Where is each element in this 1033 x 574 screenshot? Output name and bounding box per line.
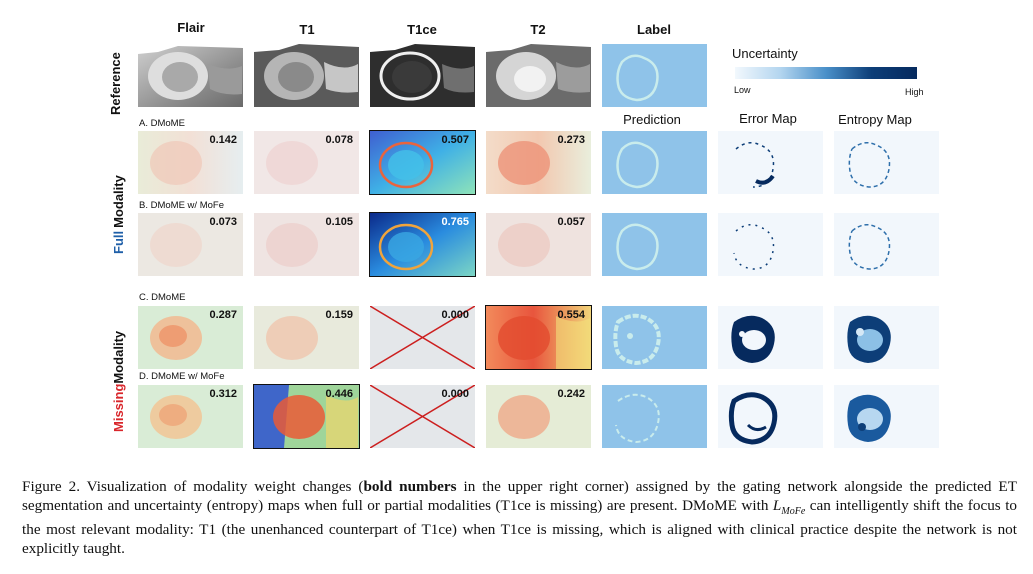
row-b-t1ce-heatmap: 0.765: [369, 212, 476, 277]
row-c-prediction: [602, 306, 707, 369]
subhead-error-map: Error Map: [739, 111, 797, 126]
caption-part3: can intelligently shift the focus to the…: [22, 496, 1018, 557]
caption-math-base: L: [772, 496, 782, 514]
weight-value: 0.273: [557, 134, 585, 146]
weight-value: 0.057: [557, 216, 585, 228]
row-d-t2-heatmap: 0.242: [486, 385, 591, 448]
side-label-full: Full Modality: [111, 175, 126, 254]
row-c-t1-heatmap: 0.159: [254, 306, 359, 369]
caption-part2: in the upper right corner) assigned by t…: [22, 478, 1017, 514]
row-label-c: C. DMoME: [139, 292, 186, 303]
legend-title: Uncertainty: [732, 46, 798, 61]
weight-value: 0.287: [209, 309, 237, 321]
row-b-flair-heatmap: 0.073: [138, 213, 243, 276]
row-d-entropy-map: [834, 385, 939, 448]
weight-value: 0.142: [209, 134, 237, 146]
row-c-flair-heatmap: 0.287: [138, 306, 243, 369]
reference-t2-image: [486, 44, 591, 107]
row-c-entropy-map: [834, 306, 939, 369]
weight-value: 0.000: [441, 309, 469, 321]
row-b-prediction: [602, 213, 707, 276]
row-c-t2-heatmap: 0.554: [485, 305, 592, 370]
row-a-t1ce-heatmap: 0.507: [369, 130, 476, 195]
col-head-flair: Flair: [177, 20, 205, 35]
caption-bold: bold numbers: [363, 478, 457, 495]
col-head-t2: T2: [530, 22, 546, 37]
side-label-missing-modality: Modality: [111, 330, 126, 384]
col-head-label: Label: [637, 22, 671, 37]
row-d-t1-heatmap: 0.446: [253, 384, 360, 449]
reference-t1-image: [254, 44, 359, 107]
side-label-full-modality: Modality: [111, 175, 126, 228]
side-label-full-word: Full: [111, 230, 126, 254]
weight-value: 0.078: [325, 134, 353, 146]
col-head-t1: T1: [299, 22, 315, 37]
weight-value: 0.242: [557, 388, 585, 400]
row-d-t1ce-missing: 0.000: [370, 385, 475, 448]
caption-math-sub: MoFe: [781, 505, 806, 517]
row-b-t1-heatmap: 0.105: [254, 213, 359, 276]
caption-part1: Figure 2. Visualization of modality weig…: [22, 478, 364, 495]
row-label-d: D. DMoME w/ MoFe: [139, 371, 225, 382]
reference-t1ce-image: [370, 44, 475, 107]
row-label-a: A. DMoME: [139, 118, 185, 129]
weight-value: 0.507: [441, 134, 469, 146]
side-label-reference: Reference: [108, 52, 123, 115]
weight-value: 0.312: [209, 388, 237, 400]
caption-math: LMoFe: [772, 496, 806, 517]
row-c-t1ce-missing: 0.000: [370, 306, 475, 369]
row-a-flair-heatmap: 0.142: [138, 131, 243, 194]
side-label-missing-word: Missing: [111, 383, 126, 432]
row-a-entropy-map: [834, 131, 939, 194]
reference-flair-image: [138, 44, 243, 107]
weight-value: 0.554: [557, 309, 585, 321]
side-label-missing: MissingModality: [111, 331, 126, 432]
uncertainty-colorbar: [735, 67, 917, 79]
weight-value: 0.446: [325, 388, 353, 400]
row-d-flair-heatmap: 0.312: [138, 385, 243, 448]
row-d-error-map: [718, 385, 823, 448]
row-a-t1-heatmap: 0.078: [254, 131, 359, 194]
row-b-error-map: [718, 213, 823, 276]
row-a-t2-heatmap: 0.273: [486, 131, 591, 194]
row-a-error-map: [718, 131, 823, 194]
subhead-prediction: Prediction: [623, 112, 681, 127]
weight-value: 0.073: [209, 216, 237, 228]
figure-caption: Figure 2. Visualization of modality weig…: [22, 478, 1017, 558]
reference-label-image: [602, 44, 707, 107]
weight-value: 0.159: [325, 309, 353, 321]
row-label-b: B. DMoME w/ MoFe: [139, 200, 224, 211]
row-b-entropy-map: [834, 213, 939, 276]
row-b-t2-heatmap: 0.057: [486, 213, 591, 276]
row-a-prediction: [602, 131, 707, 194]
weight-value: 0.105: [325, 216, 353, 228]
weight-value: 0.000: [441, 388, 469, 400]
legend-high: High: [905, 87, 924, 97]
row-c-error-map: [718, 306, 823, 369]
weight-value: 0.765: [441, 216, 469, 228]
col-head-t1ce: T1ce: [407, 22, 437, 37]
row-d-prediction: [602, 385, 707, 448]
legend-low: Low: [734, 85, 751, 95]
subhead-entropy-map: Entropy Map: [838, 112, 912, 127]
